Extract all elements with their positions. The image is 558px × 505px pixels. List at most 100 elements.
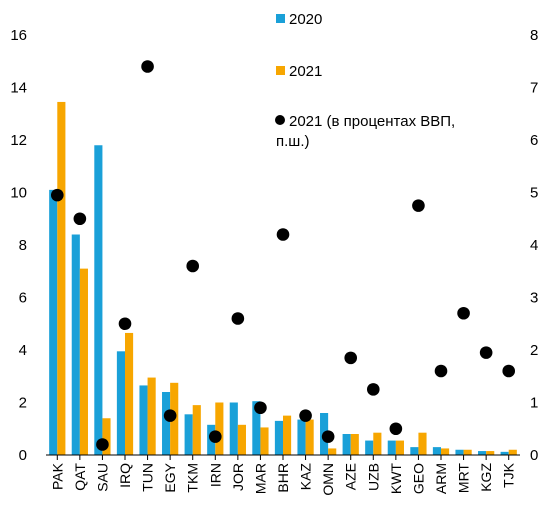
- bar-2020-PAK: [49, 189, 58, 455]
- point-gdp-SAU: [96, 438, 109, 451]
- category-label-KWT: KWT: [388, 463, 404, 495]
- legend: 2020 2021 2021 (в процентах ВВП, п.ш.): [275, 11, 455, 150]
- bar-2020-UZB: [365, 440, 374, 455]
- bar-2020-AZE: [342, 434, 351, 455]
- right-tick-label: 8: [530, 27, 538, 44]
- point-gdp-KGZ: [479, 346, 493, 359]
- category-label-TJK: TJK: [501, 462, 517, 488]
- bar-2020-TJK: [500, 451, 509, 455]
- bar-2020-TKM: [184, 414, 193, 455]
- category-label-JOR: JOR: [230, 463, 246, 491]
- bar-2021-ARM: [441, 448, 450, 455]
- bar-2021-TUN: [147, 377, 156, 455]
- category-label-IRQ: IRQ: [117, 463, 133, 488]
- category-label-ARM: ARM: [433, 463, 449, 494]
- bar-2021-TJK: [508, 449, 517, 455]
- point-gdp-TKM: [186, 259, 200, 273]
- right-tick-label: 3: [530, 290, 538, 307]
- bar-2021-MAR: [260, 427, 269, 455]
- point-gdp-IRQ: [118, 317, 132, 331]
- category-label-IRN: IRN: [207, 463, 223, 487]
- left-tick-label: 2: [19, 395, 27, 412]
- bar-2021-IRQ: [125, 332, 134, 455]
- bar-2021-OMN: [328, 448, 337, 455]
- right-axis: 0 1 2 3 4 5 6 7 8: [530, 27, 538, 464]
- bar-2020-GEO: [410, 447, 419, 455]
- category-label-AZE: AZE: [343, 463, 359, 490]
- point-gdp-JOR: [231, 312, 245, 325]
- category-label-TKM: TKM: [185, 463, 201, 493]
- point-gdp-PAK: [50, 188, 64, 202]
- legend-label-2021: 2021: [289, 63, 322, 80]
- point-gdp-ARM: [434, 364, 448, 378]
- bar-2021-UZB: [373, 432, 382, 455]
- category-label-BHR: BHR: [275, 463, 291, 493]
- category-label-TUN: TUN: [140, 463, 156, 492]
- bar-2021-AZE: [350, 434, 359, 455]
- category-label-MAR: MAR: [252, 463, 268, 494]
- x-axis: PAK QAT SAU IRQ TUN EGY TKM IRN JOR MAR BHR KAZ OMN A…: [46, 454, 520, 496]
- point-gdp-BHR: [276, 228, 290, 241]
- legend-label-2020: 2020: [289, 11, 322, 28]
- bar-2020-ARM: [432, 447, 441, 455]
- bar-2020-KAZ: [297, 419, 306, 455]
- bar-2021-KAZ: [305, 419, 314, 455]
- category-label-KAZ: KAZ: [298, 463, 314, 491]
- right-tick-label: 1: [530, 395, 538, 412]
- left-tick-label: 0: [19, 447, 27, 464]
- category-label-MRT: MRT: [456, 463, 472, 494]
- right-tick-label: 7: [530, 80, 538, 97]
- category-label-GEO: GEO: [410, 463, 426, 494]
- bar-2021-KWT: [395, 440, 404, 455]
- right-tick-label: 0: [530, 447, 538, 464]
- bar-2021-GEO: [418, 432, 427, 455]
- bar-2020-IRQ: [116, 351, 125, 455]
- legend-label-gdp-line1: 2021 (в процентах ВВП,: [289, 113, 455, 130]
- left-tick-label: 4: [19, 342, 27, 359]
- bar-2021-QAT: [79, 268, 88, 455]
- point-gdp-MRT: [457, 306, 470, 320]
- point-gdp-UZB: [366, 383, 380, 396]
- legend-swatch-2021: [276, 66, 285, 75]
- point-gdp-GEO: [412, 199, 425, 212]
- plot-area: [49, 60, 517, 455]
- point-gdp-MAR: [254, 401, 267, 415]
- bar-2020-EGY: [162, 392, 171, 455]
- bar-2021-TKM: [192, 405, 201, 455]
- legend-swatch-2020: [276, 14, 285, 23]
- left-tick-label: 14: [10, 80, 27, 97]
- point-gdp-TUN: [141, 60, 154, 73]
- category-label-PAK: PAK: [49, 462, 65, 490]
- right-tick-label: 2: [530, 342, 538, 359]
- point-gdp-QAT: [73, 212, 87, 226]
- bar-2021-JOR: [237, 424, 246, 455]
- right-tick-label: 4: [530, 237, 538, 254]
- category-label-UZB: UZB: [365, 463, 381, 491]
- right-tick-label: 5: [530, 185, 538, 202]
- bar-2020-TUN: [139, 385, 148, 455]
- bar-2020-KWT: [387, 440, 396, 455]
- bar-2020-SAU: [94, 145, 103, 455]
- category-label-KGZ: KGZ: [478, 463, 494, 492]
- point-gdp-AZE: [344, 351, 358, 365]
- bar-2021-MRT: [463, 449, 472, 455]
- right-tick-label: 6: [530, 132, 538, 149]
- left-tick-label: 16: [10, 27, 27, 44]
- bar-2021-KGZ: [486, 451, 495, 455]
- left-tick-label: 6: [19, 290, 27, 307]
- bar-2020-KGZ: [478, 451, 487, 455]
- point-gdp-EGY: [163, 409, 177, 422]
- left-tick-label: 12: [10, 132, 27, 149]
- left-tick-label: 8: [19, 237, 27, 254]
- bar-2020-MRT: [455, 449, 464, 455]
- bar-2021-BHR: [283, 415, 292, 455]
- left-tick-label: 10: [10, 185, 27, 202]
- category-label-OMN: OMN: [320, 463, 336, 496]
- category-label-QAT: QAT: [72, 463, 88, 491]
- bar-2021-PAK: [57, 101, 66, 455]
- category-label-EGY: EGY: [162, 462, 178, 492]
- point-gdp-KWT: [389, 422, 403, 436]
- bar-2020-BHR: [274, 420, 283, 455]
